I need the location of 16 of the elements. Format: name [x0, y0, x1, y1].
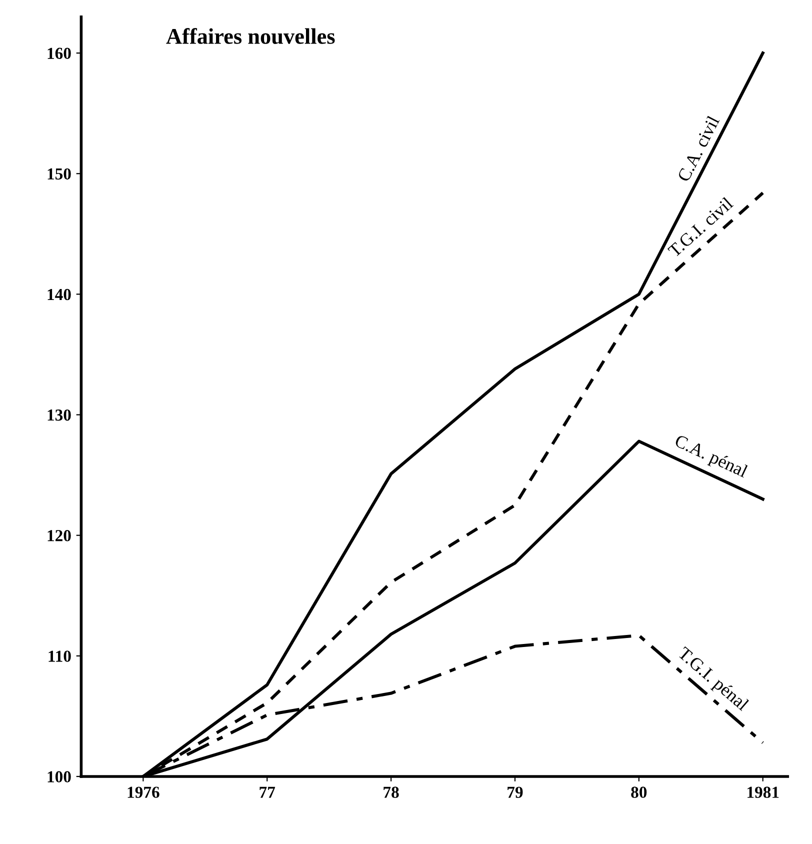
y-tick-label: 110: [48, 650, 71, 662]
text: C.A. civil: [676, 114, 720, 182]
x-tick-label: 1976: [128, 786, 160, 798]
y-tick-label: 120: [48, 530, 71, 542]
y-tick-label: 130: [48, 409, 71, 421]
y-tick-label: 140: [48, 288, 71, 300]
x-tick-label: 78: [384, 786, 399, 798]
x-tick-label: 77: [260, 786, 276, 798]
x-tick-label: 79: [508, 786, 523, 798]
chart-title: Affaires nouvelles: [166, 28, 335, 44]
y-tick-label: 100: [48, 771, 71, 782]
text: C.A. pénal: [672, 434, 749, 482]
x-tick-label: 80: [631, 786, 647, 798]
x-tick-label: 1981: [748, 786, 779, 798]
y-tick-label: 150: [48, 168, 71, 180]
y-tick-label: 160: [48, 48, 71, 59]
